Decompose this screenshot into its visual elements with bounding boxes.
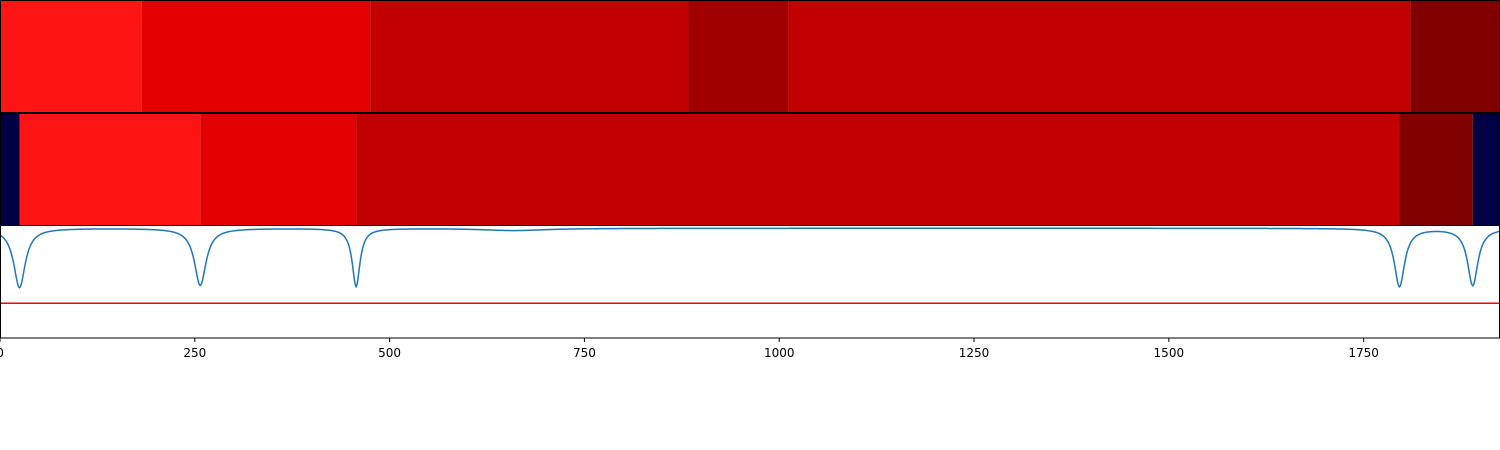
x-tick-label: 1000 xyxy=(764,346,795,360)
heatmap-cell-0-0 xyxy=(0,1,142,112)
heatmap-top-strip xyxy=(0,1,1500,112)
heatmap-cell-1-3 xyxy=(356,114,1400,225)
line-plot-frame xyxy=(0,225,1500,339)
x-tick-label: 1250 xyxy=(959,346,990,360)
heatmap-cell-0-4 xyxy=(788,1,1411,112)
x-tick-label: 500 xyxy=(378,346,401,360)
heatmap-cell-1-4 xyxy=(1399,114,1473,225)
heatmap-cell-1-2 xyxy=(200,114,357,225)
heatmap-bottom-strip xyxy=(0,114,1500,225)
heatmap-cell-0-3 xyxy=(688,1,789,112)
heatmap-cell-1-1 xyxy=(19,114,201,225)
x-tick-label: 250 xyxy=(183,346,206,360)
series-line xyxy=(0,227,1500,289)
heatmap-cell-1-5 xyxy=(1472,114,1500,225)
x-tick-label: 1750 xyxy=(1348,346,1379,360)
heatmap-cell-1-0 xyxy=(0,114,20,225)
line-plot-axes: 0 250 500 750 1000 1250 1500 1750 xyxy=(0,225,1500,360)
heatmap-cell-0-1 xyxy=(141,1,371,112)
x-tick-label: 1500 xyxy=(1154,346,1185,360)
heatmap-cell-0-5 xyxy=(1410,1,1500,112)
heatmap-cell-0-2 xyxy=(370,1,689,112)
x-tick-label: 750 xyxy=(573,346,596,360)
x-tick-label: 0 xyxy=(0,346,4,360)
